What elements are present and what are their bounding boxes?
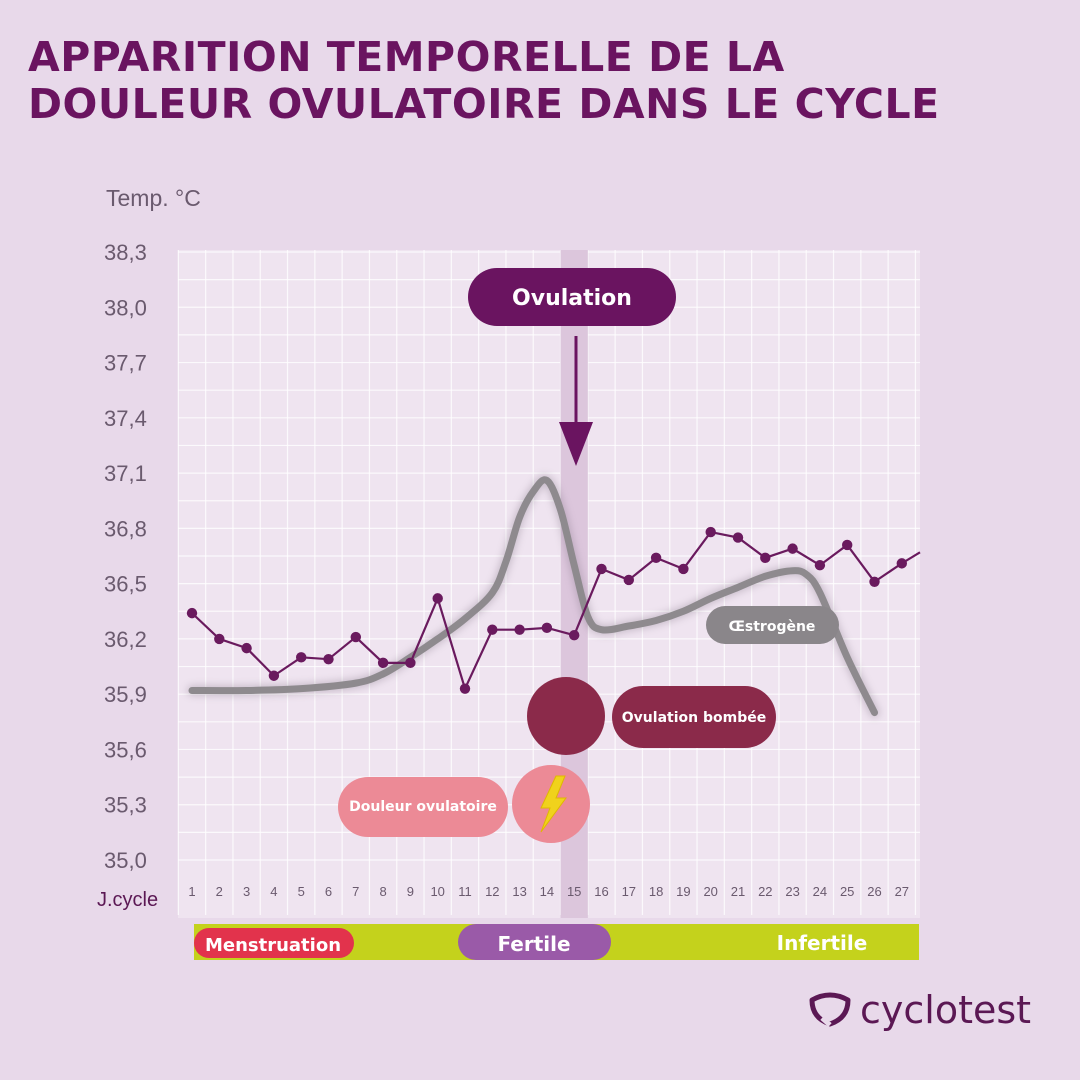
x-tick-label: 7 bbox=[352, 884, 359, 899]
phase-fertile-pill bbox=[458, 924, 611, 960]
temperature-point bbox=[842, 539, 853, 551]
x-tick-label: 15 bbox=[567, 884, 581, 899]
temperature-point bbox=[487, 624, 498, 635]
temperature-point bbox=[214, 633, 225, 645]
temperature-point bbox=[569, 630, 580, 641]
x-tick-label: 14 bbox=[540, 884, 554, 899]
ovulation-bombee-pill bbox=[612, 686, 776, 748]
y-tick-label: 37,1 bbox=[104, 461, 147, 486]
temperature-point bbox=[350, 631, 361, 643]
x-tick-label: 2 bbox=[216, 884, 223, 899]
x-tick-label: 16 bbox=[594, 884, 608, 899]
x-tick-label: 1 bbox=[188, 884, 195, 899]
y-axis-label: Temp. °C bbox=[106, 185, 201, 211]
x-tick-label: 26 bbox=[867, 884, 881, 899]
temperature-point bbox=[186, 607, 198, 619]
temperature-point bbox=[678, 563, 689, 575]
cyclotest-logo-icon bbox=[809, 992, 851, 1027]
temperature-point bbox=[705, 526, 716, 538]
estrogen-label: Œstrogène bbox=[729, 619, 816, 635]
temperature-line bbox=[191, 530, 921, 692]
temperature-point bbox=[732, 532, 744, 543]
y-tick-label: 38,3 bbox=[104, 240, 147, 265]
x-tick-label: 12 bbox=[485, 884, 499, 899]
y-tick-label: 35,6 bbox=[104, 737, 147, 762]
temperature-point bbox=[432, 593, 443, 604]
x-tick-label: 23 bbox=[785, 884, 799, 899]
page-title: APPARITION TEMPORELLE DE LA DOULEUR OVUL… bbox=[28, 34, 1058, 128]
y-axis-ticks: 38,3 38,0 37,7 37,4 37,1 36,8 36,5 36,2 35,9 35,6… bbox=[104, 240, 147, 873]
ovulation-arrow-head bbox=[559, 422, 593, 466]
douleur-label-pill bbox=[338, 777, 508, 837]
ovulation-label: Ovulation bbox=[512, 286, 632, 311]
y-tick-label: 35,3 bbox=[104, 793, 147, 818]
phase-menstruation-label: Menstruation bbox=[205, 935, 341, 956]
phase-infertile-label: Infertile bbox=[777, 931, 868, 955]
x-tick-label: 20 bbox=[703, 884, 717, 899]
x-tick-label: 25 bbox=[840, 884, 854, 899]
temperature-point bbox=[323, 653, 334, 665]
x-tick-label: 5 bbox=[298, 884, 305, 899]
y-tick-label: 38,0 bbox=[104, 295, 147, 320]
temperature-point bbox=[760, 552, 771, 564]
temperature-point bbox=[514, 624, 525, 635]
ovulation-label-pill bbox=[468, 268, 676, 326]
y-tick-label: 36,8 bbox=[104, 516, 147, 541]
estrogen-curve bbox=[187, 474, 880, 718]
x-tick-label: 6 bbox=[325, 884, 332, 899]
cyclotest-logo: cyclotest bbox=[808, 988, 1031, 1032]
douleur-label: Douleur ovulatoire bbox=[349, 799, 497, 815]
x-tick-label: 22 bbox=[758, 884, 772, 899]
x-axis-ticks: 1 2 3 4 5 6 7 8 9 10 11 12 13 14 15 16 17 18 19 20 21 22 23 24 2… bbox=[188, 884, 909, 899]
phase-bar: Menstruation Fertile Infertile bbox=[194, 924, 919, 960]
brand-name: cyclotest bbox=[860, 988, 1032, 1032]
ovulation-bombee-circle bbox=[527, 677, 605, 755]
temperature-point bbox=[596, 563, 607, 575]
temperature-point bbox=[787, 543, 798, 554]
estrogen-label-pill bbox=[706, 606, 839, 644]
y-tick-label: 35,9 bbox=[104, 682, 147, 707]
x-tick-label: 27 bbox=[895, 884, 909, 899]
y-tick-label: 36,5 bbox=[104, 572, 147, 597]
temperature-series bbox=[186, 526, 921, 694]
y-tick-label: 37,7 bbox=[104, 351, 147, 376]
temperature-point bbox=[377, 657, 389, 669]
x-tick-label: 18 bbox=[649, 884, 663, 899]
ovulation-bombee-label: Ovulation bombée bbox=[622, 710, 766, 726]
temperature-point bbox=[869, 576, 880, 587]
temperature-point bbox=[241, 642, 252, 654]
lightning-icon bbox=[540, 775, 567, 833]
x-tick-label: 11 bbox=[458, 884, 472, 899]
x-tick-label: 3 bbox=[243, 884, 250, 899]
temperature-point bbox=[541, 622, 553, 634]
temperature-point bbox=[296, 652, 307, 663]
title-line-1: APPARITION TEMPORELLE DE LA bbox=[28, 33, 785, 81]
x-tick-label: 4 bbox=[270, 884, 277, 899]
y-tick-label: 35,0 bbox=[104, 848, 147, 873]
y-tick-label: 36,2 bbox=[104, 627, 147, 652]
x-tick-label: 10 bbox=[430, 884, 444, 899]
phase-menstruation-pill bbox=[194, 928, 354, 958]
temperature-point bbox=[650, 552, 662, 564]
x-tick-label: 8 bbox=[379, 884, 386, 899]
title-line-2: DOULEUR OVULATOIRE DANS LE CYCLE bbox=[28, 80, 940, 128]
x-tick-label: 24 bbox=[813, 884, 827, 899]
x-tick-label: 21 bbox=[731, 884, 745, 899]
temperature-point bbox=[814, 560, 826, 571]
x-tick-label: 13 bbox=[512, 884, 526, 899]
temperature-point bbox=[459, 683, 471, 694]
x-axis-label: J.cycle bbox=[97, 889, 158, 911]
temperature-point bbox=[405, 657, 416, 669]
x-tick-label: 9 bbox=[407, 884, 414, 899]
x-tick-label: 17 bbox=[622, 884, 636, 899]
temperature-point bbox=[896, 558, 907, 569]
y-tick-label: 37,4 bbox=[104, 406, 147, 431]
phase-fertile-label: Fertile bbox=[497, 932, 570, 956]
temperature-point bbox=[268, 670, 280, 681]
temperature-point bbox=[623, 574, 634, 586]
x-tick-label: 19 bbox=[676, 884, 690, 899]
estrogen-curve-line bbox=[188, 476, 878, 717]
